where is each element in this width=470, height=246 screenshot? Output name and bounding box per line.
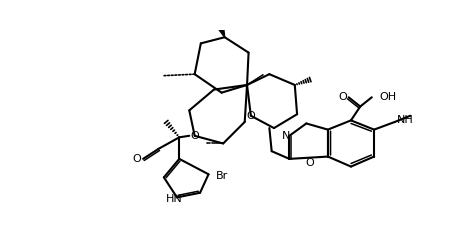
Text: O: O: [306, 158, 314, 169]
Text: NH: NH: [396, 115, 413, 125]
Text: HN: HN: [165, 194, 182, 204]
Text: O: O: [338, 92, 347, 102]
Text: N: N: [282, 131, 290, 141]
Text: O: O: [190, 131, 199, 141]
Text: Br: Br: [215, 171, 228, 181]
Text: O: O: [133, 154, 141, 164]
Text: OH: OH: [379, 92, 397, 102]
Text: O: O: [246, 111, 255, 121]
